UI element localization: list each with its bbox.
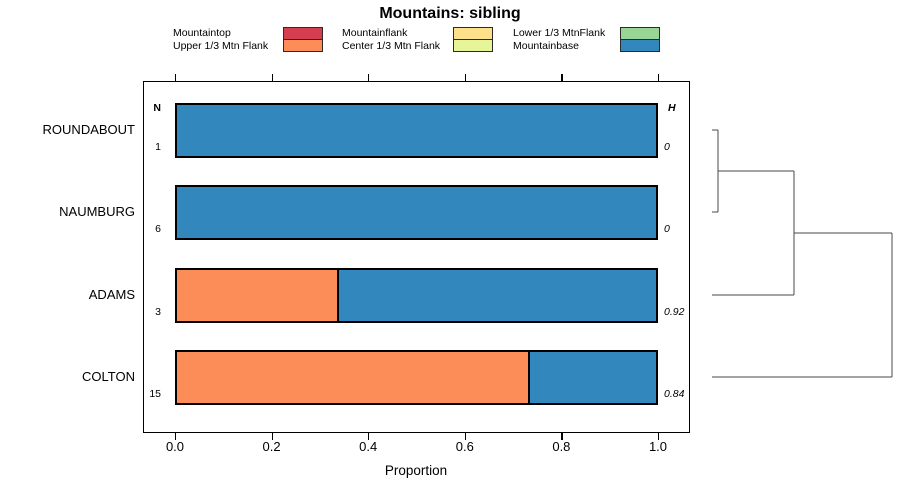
category-label-naumburg: NAUMBURG <box>59 204 135 219</box>
n-value: 1 <box>155 141 161 153</box>
x-tick-bottom <box>464 433 466 440</box>
legend-swatch-mountainflank <box>453 27 493 40</box>
bar-segment-upper-1-3-mtn-flank <box>177 269 337 321</box>
category-label-roundabout: ROUNDABOUT <box>42 122 135 137</box>
bar-colton <box>175 349 658 405</box>
legend-labels: Mountainflank Center 1/3 Mtn Flank <box>342 27 441 52</box>
x-tick-label: 0.2 <box>262 439 281 454</box>
category-label-adams: ADAMS <box>88 287 135 302</box>
bar-roundabout <box>175 102 658 158</box>
legend-swatch-mountainbase <box>620 39 660 52</box>
x-tick-bottom <box>368 433 370 440</box>
h-value: 0.84 <box>664 388 685 400</box>
x-axis-label: Proportion <box>384 463 448 478</box>
n-value: 3 <box>155 306 161 318</box>
x-tick-top <box>658 74 660 81</box>
h-value: 0 <box>664 223 670 235</box>
h-value: 0.92 <box>664 306 685 318</box>
x-tick-label: 0.4 <box>359 439 378 454</box>
x-tick-label: 0.6 <box>455 439 474 454</box>
x-tick-bottom <box>175 433 177 440</box>
legend-swatch-group <box>620 27 660 52</box>
x-tick-top <box>561 74 563 81</box>
n-column-header: N <box>153 102 161 114</box>
x-tick-bottom <box>271 433 273 440</box>
legend-swatch-center-1-3-mtn-flank <box>453 39 493 52</box>
h-value: 0 <box>664 141 670 153</box>
x-tick-bottom <box>561 433 563 440</box>
legend-swatch-mountaintop <box>283 27 323 40</box>
h-column-header: H <box>668 102 676 114</box>
x-tick-label: 0.0 <box>165 439 185 454</box>
legend-swatch-group <box>283 27 323 52</box>
x-tick-top <box>271 74 273 81</box>
x-tick-top <box>464 74 466 81</box>
legend-labels: Lower 1/3 MtnFlank Mountainbase <box>513 27 606 52</box>
legend-labels: Mountaintop Upper 1/3 Mtn Flank <box>173 27 269 52</box>
x-tick-label: 1.0 <box>648 439 668 454</box>
n-value: 15 <box>149 388 161 400</box>
bar-adams <box>175 267 658 323</box>
bar-segment-mountainbase <box>177 104 656 156</box>
bar-segment-mountainbase <box>528 351 656 403</box>
legend-swatch-upper-1-3-mtn-flank <box>283 39 323 52</box>
legend-swatch-group <box>453 27 493 52</box>
legend-swatch-lower-1-3-mtnflank <box>620 27 660 40</box>
category-label-colton: COLTON <box>82 369 135 384</box>
x-tick-top <box>368 74 370 81</box>
bar-naumburg <box>175 184 658 240</box>
bar-segment-mountainbase <box>177 186 656 238</box>
chart-title: Mountains: sibling <box>379 5 521 22</box>
x-tick-top <box>175 74 177 81</box>
bar-segment-mountainbase <box>336 269 656 321</box>
x-tick-label: 0.8 <box>552 439 571 454</box>
bar-segment-upper-1-3-mtn-flank <box>177 351 529 403</box>
x-tick-bottom <box>658 433 660 440</box>
n-value: 6 <box>155 223 161 235</box>
